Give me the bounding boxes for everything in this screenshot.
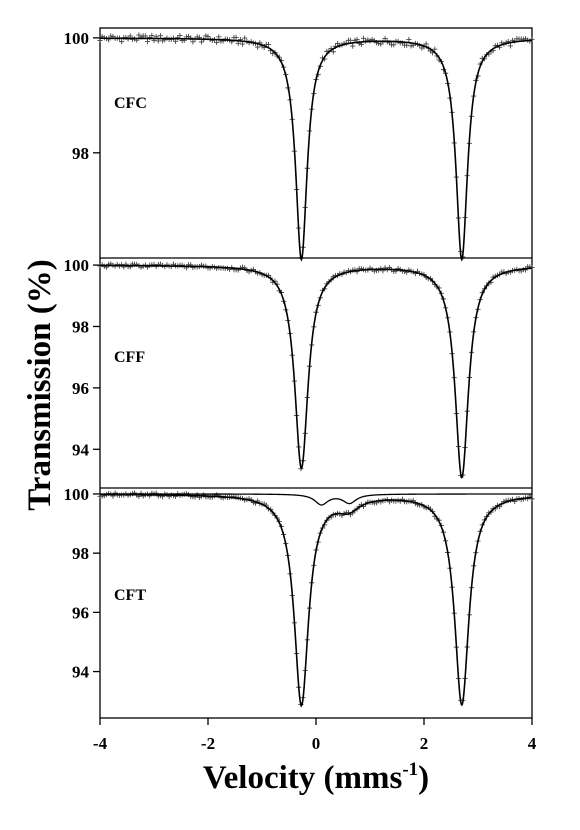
data-point bbox=[330, 49, 336, 55]
x-axis-label-close: ) bbox=[418, 760, 429, 796]
data-point bbox=[233, 34, 239, 41]
data-point bbox=[350, 43, 356, 49]
data-point bbox=[242, 35, 248, 41]
y-tick-label: 100 bbox=[64, 256, 90, 275]
data-point bbox=[265, 41, 272, 48]
x-tick-label: -4 bbox=[93, 734, 108, 753]
data-point bbox=[173, 38, 179, 44]
y-tick-label: 98 bbox=[72, 317, 89, 336]
x-tick-label: 4 bbox=[528, 734, 537, 753]
panel-label-cft: CFT bbox=[114, 587, 146, 604]
y-tick-label: 100 bbox=[64, 485, 90, 504]
x-tick-label: 2 bbox=[420, 734, 429, 753]
y-axis-label: Transmission (%) bbox=[22, 259, 58, 511]
x-axis-label-superscript: -1 bbox=[402, 759, 418, 780]
data-point bbox=[177, 32, 183, 39]
x-axis-label: Velocity (mms-1) bbox=[203, 759, 429, 796]
data-point bbox=[529, 36, 535, 42]
component-curve-1 bbox=[100, 493, 532, 506]
data-point bbox=[255, 44, 261, 50]
data-point bbox=[214, 39, 220, 46]
data-point bbox=[144, 38, 151, 45]
y-tick-label: 94 bbox=[72, 440, 90, 459]
y-tick-label: 96 bbox=[72, 603, 89, 622]
fit-curve-cff bbox=[99, 264, 533, 480]
data-point bbox=[239, 41, 246, 47]
data-point bbox=[119, 39, 125, 45]
chart-marks: -4 -2 0 2 4 100 98 CFC 100 98 96 94 CFF 100 98 96 94 CFT bbox=[64, 29, 537, 753]
y-tick-label: 96 bbox=[72, 379, 89, 398]
data-point bbox=[157, 33, 164, 39]
x-tick-label: 0 bbox=[312, 734, 321, 753]
y-tick-label: 100 bbox=[64, 29, 90, 48]
fit-curve-cft bbox=[100, 493, 533, 708]
data-point bbox=[354, 36, 360, 43]
y-tick-label: 94 bbox=[72, 663, 90, 682]
data-point bbox=[190, 39, 196, 45]
data-point bbox=[529, 496, 535, 502]
data-point bbox=[216, 34, 222, 40]
data-point bbox=[406, 36, 412, 43]
panel-label-cfc: CFC bbox=[114, 95, 147, 112]
data-point bbox=[432, 46, 438, 52]
panel-label-cff: CFF bbox=[114, 349, 145, 366]
y-tick-label: 98 bbox=[72, 144, 89, 163]
data-point bbox=[507, 43, 513, 49]
data-point bbox=[205, 33, 211, 40]
data-point bbox=[404, 42, 410, 48]
y-tick-label: 98 bbox=[72, 544, 89, 563]
data-point bbox=[391, 42, 397, 48]
data-point bbox=[382, 35, 388, 42]
x-axis-label-main: Velocity (mms bbox=[203, 760, 403, 796]
data-point bbox=[360, 35, 367, 41]
fit-curve-cfc bbox=[100, 37, 533, 262]
data-point bbox=[149, 32, 155, 39]
data-point bbox=[423, 41, 429, 47]
x-tick-label: -2 bbox=[201, 734, 215, 753]
